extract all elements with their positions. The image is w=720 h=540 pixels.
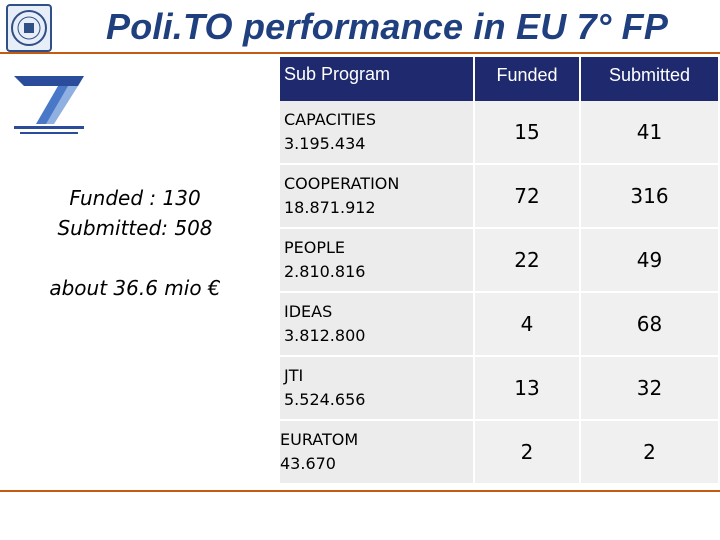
program-cell: PEOPLE 2.810.816 xyxy=(280,229,473,291)
program-budget: 3.195.434 xyxy=(284,134,366,153)
header-submitted: Submitted xyxy=(581,57,718,101)
fp7-logo xyxy=(8,72,88,140)
header-funded: Funded xyxy=(473,57,581,101)
submitted-cell: 32 xyxy=(581,357,718,419)
program-name: JTI xyxy=(284,366,304,385)
table-row: IDEAS 3.812.800 4 68 xyxy=(280,293,718,357)
program-budget: 43.670 xyxy=(280,454,336,473)
submitted-cell: 49 xyxy=(581,229,718,291)
program-cell: JTI 5.524.656 xyxy=(280,357,473,419)
university-seal-logo xyxy=(6,4,52,52)
program-budget: 18.871.912 xyxy=(284,198,376,217)
table-row: JTI 5.524.656 13 32 xyxy=(280,357,718,421)
program-table: Sub Program Funded Submitted CAPACITIES … xyxy=(280,57,718,485)
table-header-row: Sub Program Funded Submitted xyxy=(280,57,718,101)
funded-cell: 72 xyxy=(473,165,581,227)
program-name: COOPERATION xyxy=(284,174,400,193)
funded-cell: 4 xyxy=(473,293,581,355)
table-row: COOPERATION 18.871.912 72 316 xyxy=(280,165,718,229)
program-name: CAPACITIES xyxy=(284,110,377,129)
slide-title: Poli.TO performance in EU 7° FP xyxy=(106,6,669,47)
program-cell: EURATOM 43.670 xyxy=(280,421,473,483)
title-divider xyxy=(0,52,720,54)
summary-submitted: Submitted: 508 xyxy=(57,216,213,240)
program-budget: 2.810.816 xyxy=(284,262,366,281)
submitted-cell: 68 xyxy=(581,293,718,355)
submitted-cell: 2 xyxy=(581,421,718,483)
program-budget: 3.812.800 xyxy=(284,326,366,345)
program-cell: CAPACITIES 3.195.434 xyxy=(280,101,473,163)
funded-cell: 22 xyxy=(473,229,581,291)
table-row: EURATOM 43.670 2 2 xyxy=(280,421,718,485)
summary-funded: Funded : 130 xyxy=(69,186,201,210)
table-row: CAPACITIES 3.195.434 15 41 xyxy=(280,101,718,165)
program-budget: 5.524.656 xyxy=(284,390,366,409)
funded-cell: 2 xyxy=(473,421,581,483)
program-cell: IDEAS 3.812.800 xyxy=(280,293,473,355)
seal-icon xyxy=(11,10,47,46)
program-cell: COOPERATION 18.871.912 xyxy=(280,165,473,227)
submitted-cell: 316 xyxy=(581,165,718,227)
footer-divider xyxy=(0,490,720,492)
funded-cell: 15 xyxy=(473,101,581,163)
summary-amount: about 36.6 mio € xyxy=(49,276,221,300)
program-name: PEOPLE xyxy=(284,238,346,257)
program-name: EURATOM xyxy=(280,430,359,449)
funded-cell: 13 xyxy=(473,357,581,419)
program-name: IDEAS xyxy=(284,302,333,321)
table-row: PEOPLE 2.810.816 22 49 xyxy=(280,229,718,293)
header-sub-program: Sub Program xyxy=(280,57,473,101)
fp7-logo-icon xyxy=(14,76,84,134)
submitted-cell: 41 xyxy=(581,101,718,163)
